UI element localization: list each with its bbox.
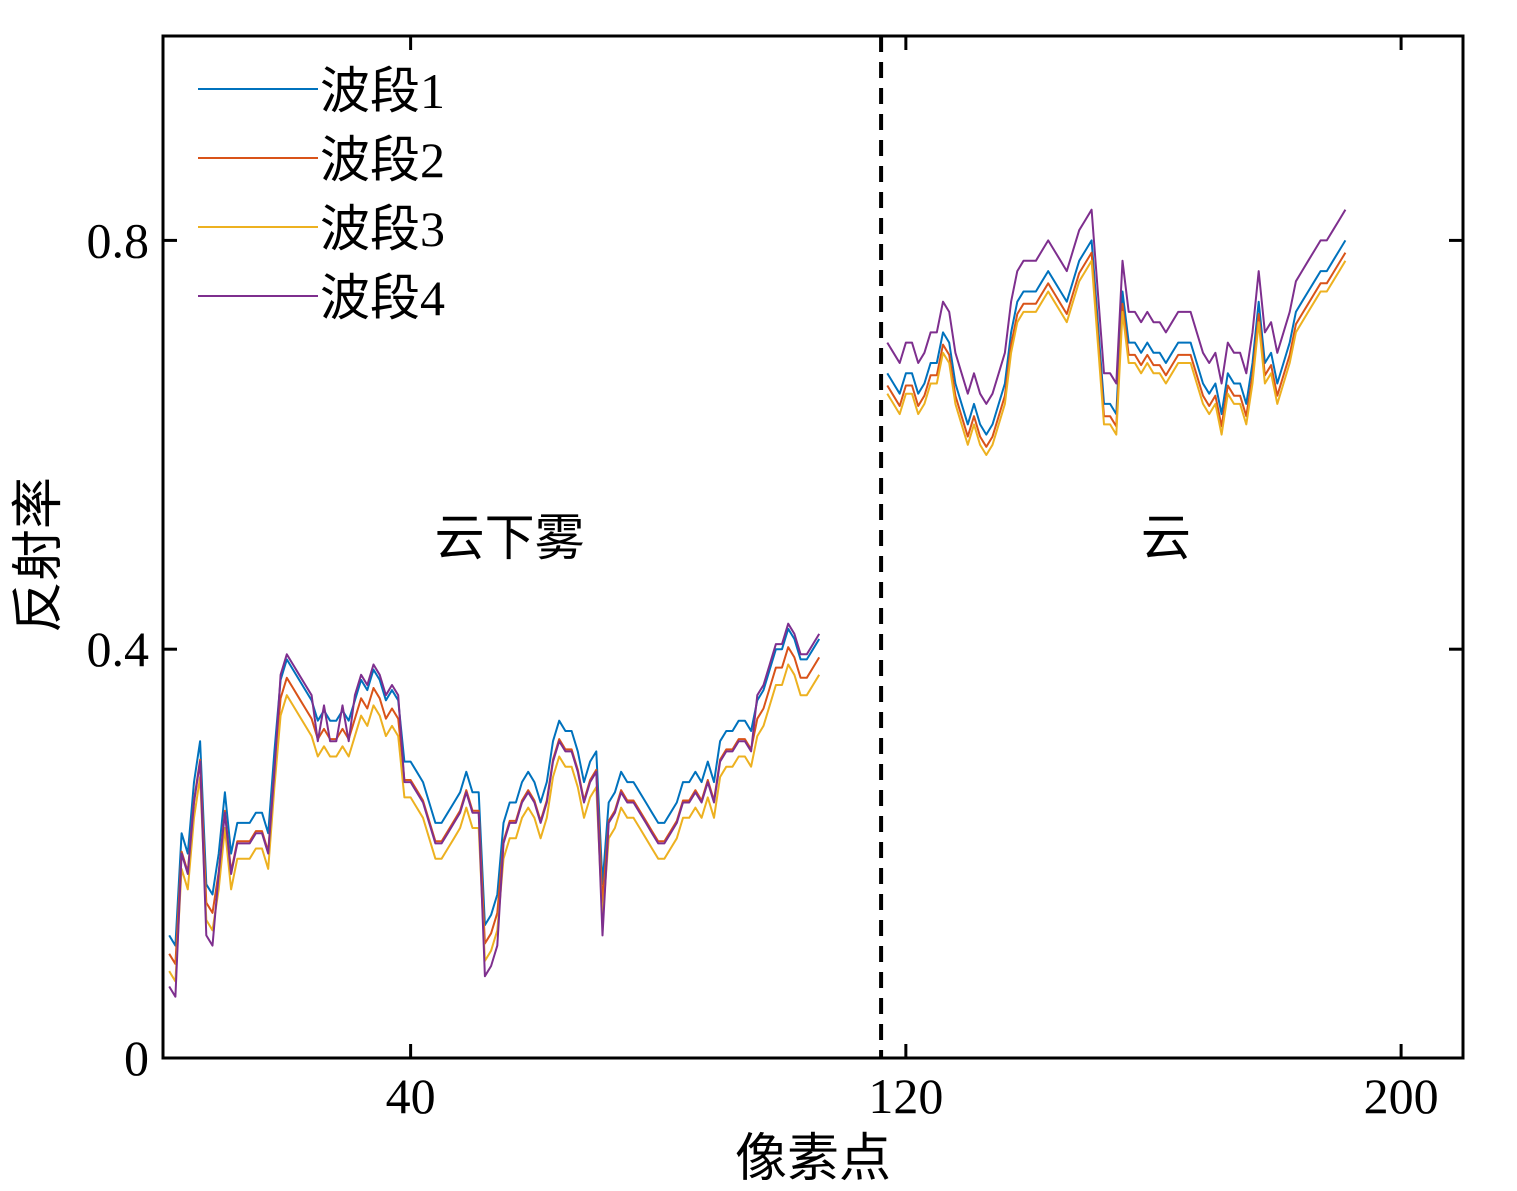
x-axis-label: 像素点 bbox=[735, 1131, 891, 1188]
x-tick-label: 40 bbox=[386, 1068, 436, 1124]
axis-ticks bbox=[163, 36, 1463, 1060]
annotation-cloud: 云 bbox=[1141, 510, 1191, 566]
series-line-band2-segment-1 bbox=[168, 646, 821, 965]
legend-label-band3: 波段3 bbox=[320, 201, 445, 257]
y-tick-label: 0 bbox=[124, 1030, 149, 1086]
series-line-band4-segment-2 bbox=[886, 208, 1347, 405]
legend-label-band4: 波段4 bbox=[320, 270, 445, 326]
y-tick-label: 0.4 bbox=[87, 621, 150, 677]
series-line-band3-segment-2 bbox=[886, 259, 1347, 456]
legend-label-band1: 波段1 bbox=[320, 63, 445, 119]
axis-tick-labels: 40 120 200 0 0.4 0.8 bbox=[87, 212, 1439, 1124]
series-line-band1-segment-1 bbox=[168, 627, 821, 947]
x-tick-label: 200 bbox=[1364, 1068, 1439, 1124]
plot-frame bbox=[161, 34, 1465, 1060]
plot-lines bbox=[168, 208, 1347, 998]
y-axis-label: 反射率 bbox=[11, 477, 68, 633]
series-line-band4-segment-1 bbox=[168, 622, 821, 998]
legend: 波段1 波段2 波段3 波段4 bbox=[198, 63, 445, 326]
legend-label-band2: 波段2 bbox=[320, 132, 445, 188]
x-tick-label: 120 bbox=[868, 1068, 943, 1124]
y-tick-label: 0.8 bbox=[87, 212, 150, 268]
series-line-band3-segment-1 bbox=[168, 663, 821, 983]
annotation-fog-under-cloud: 云下雾 bbox=[435, 510, 585, 566]
